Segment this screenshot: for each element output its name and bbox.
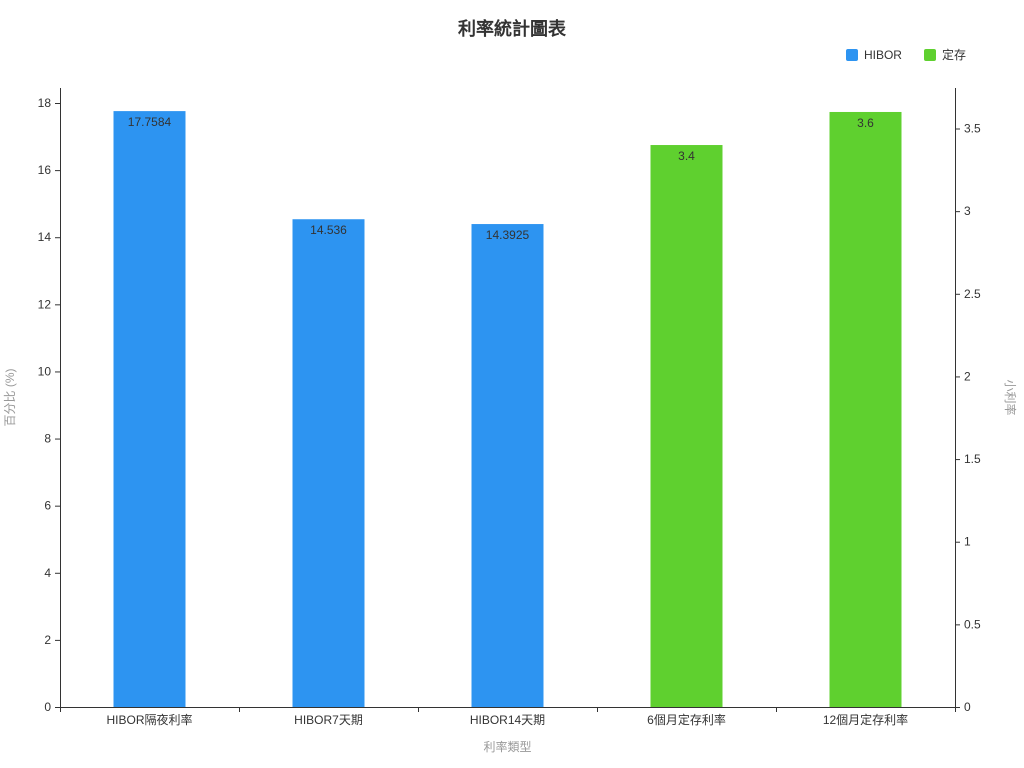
bar-value-label: 3.4 [678,149,695,163]
legend-item-HIBOR[interactable]: HIBOR [845,47,902,62]
left-axis-tick-label: 18 [38,96,52,110]
legend-label: HIBOR [863,47,902,62]
legend-label: 定存 [941,48,966,62]
right-axis-tick-label: 2.5 [964,287,981,301]
right-axis-tick-label: 2 [964,369,971,383]
left-axis-tick-label: 2 [44,633,51,647]
x-axis-category-label: 6個月定存利率 [647,712,726,727]
legend-item-定存[interactable]: 定存 [923,46,966,63]
bar-定存-12個月定存利率[interactable] [829,111,902,707]
right-axis-tick-label: 1.5 [964,452,981,466]
right-axis-name: 小利率 [1003,379,1018,415]
bar-定存-6個月定存利率[interactable] [650,145,723,707]
right-axis-tick-label: 1 [964,535,971,549]
bar-value-label: 3.6 [857,116,874,130]
x-axis-category-label: HIBOR7天期 [294,713,363,727]
left-axis-tick-label: 6 [44,499,51,513]
left-axis-tick-label: 12 [38,297,52,311]
legend-swatch [845,48,858,61]
bar-value-label: 14.536 [310,223,347,237]
left-axis-tick-label: 16 [38,163,52,177]
bar-HIBOR-HIBOR7天期[interactable] [292,219,365,707]
legend-swatch [923,48,936,61]
legend: HIBOR 定存 [845,46,966,63]
right-axis-tick-label: 0 [964,700,971,714]
x-axis-name: 利率類型 [483,739,531,754]
bar-value-label: 17.7584 [128,115,172,129]
right-axis-tick-label: 0.5 [964,617,981,631]
x-axis-category-label: 12個月定存利率 [823,712,908,727]
x-axis-category-label: HIBOR隔夜利率 [106,712,192,727]
left-axis-tick-label: 8 [44,432,51,446]
chart-title: 利率統計圖表 [458,19,566,39]
left-axis-tick-label: 10 [38,364,52,378]
right-axis-tick-label: 3.5 [964,122,981,136]
right-axis-tick-label: 3 [964,204,971,218]
left-axis-tick-label: 0 [44,700,51,714]
left-axis-name: 百分比 (%) [3,368,17,426]
bar-HIBOR-HIBOR14天期[interactable] [471,224,544,707]
bar-HIBOR-HIBOR隔夜利率[interactable] [113,111,186,707]
bar-value-label: 14.3925 [486,228,530,242]
left-axis-tick-label: 14 [38,230,52,244]
x-axis-category-label: HIBOR14天期 [470,713,545,727]
left-axis-tick-label: 4 [44,566,51,580]
